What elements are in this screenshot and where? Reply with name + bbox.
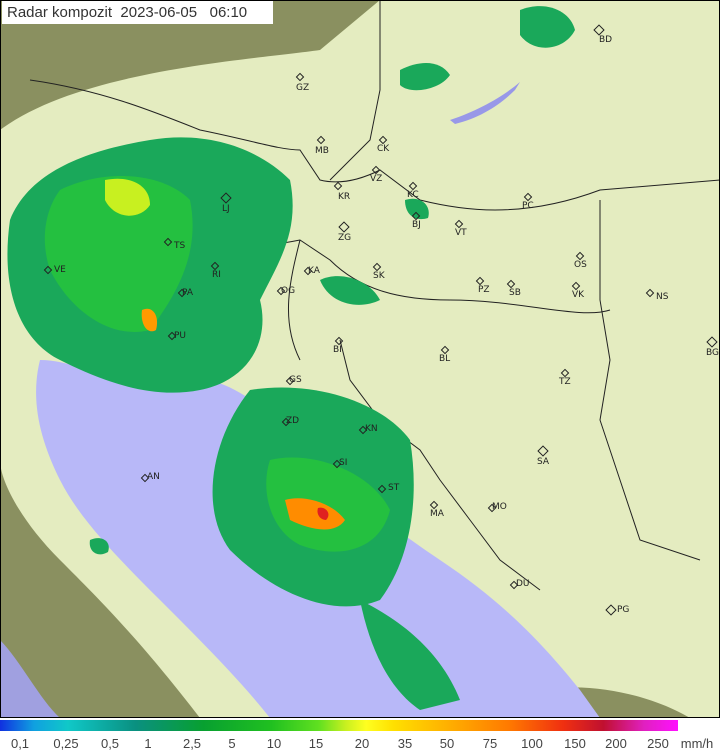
city-label: KC: [407, 190, 419, 200]
city-label: ZD: [286, 416, 300, 426]
legend-unit: mm/h: [680, 736, 714, 751]
city-label: SK: [373, 271, 385, 281]
city-label: MO: [492, 502, 507, 512]
city-label: RI: [212, 270, 221, 280]
city-label: BD: [599, 35, 613, 45]
city-label: KA: [308, 266, 320, 276]
legend-tick-label: 35: [397, 736, 413, 751]
legend-tick-label: 75: [482, 736, 498, 751]
legend-tick-label: 50: [439, 736, 455, 751]
city-label: BJ: [412, 220, 421, 230]
legend-tick-label: 100: [521, 736, 543, 751]
city-label: VE: [54, 265, 66, 275]
city-label: PA: [182, 288, 194, 298]
city-label: DU: [516, 579, 530, 589]
city-label: SI: [339, 458, 348, 468]
legend-tick-label: 2,5: [182, 736, 202, 751]
city-label: MA: [430, 509, 444, 519]
city-label: MB: [315, 146, 329, 156]
city-label: SB: [509, 288, 521, 298]
city-label: PU: [174, 331, 187, 341]
legend-tick-label: 150: [564, 736, 586, 751]
legend-tick-label: 10: [266, 736, 282, 751]
city-label: TS: [174, 241, 186, 251]
legend-tick-label: 1: [144, 736, 152, 751]
city-label: BI: [333, 345, 342, 355]
legend-tick-label: 0,25: [53, 736, 79, 751]
radar-map[interactable]: [0, 0, 720, 718]
city-label: LJ: [222, 204, 230, 214]
lake-balaton: [450, 82, 520, 124]
city-label: PG: [617, 605, 630, 615]
sea-bottom-left: [0, 640, 60, 718]
city-label: CK: [377, 144, 390, 154]
city-label: KR: [338, 192, 351, 202]
city-label: KN: [365, 424, 378, 434]
city-label: VZ: [370, 174, 383, 184]
city-label: PZ: [478, 285, 490, 295]
city-label: ST: [388, 483, 400, 493]
legend-tick-label: 20: [354, 736, 370, 751]
map-title: Radar kompozit 2023-06-05 06:10: [2, 1, 273, 24]
city-label: VT: [455, 228, 467, 238]
city-label: BL: [439, 354, 451, 364]
city-label: ZG: [338, 233, 352, 243]
legend-tick-label: 0,5: [100, 736, 120, 751]
city-label: BG: [706, 348, 719, 358]
city-label: TZ: [559, 377, 571, 387]
precipitation-echoes: [7, 6, 575, 710]
city-label: GZ: [296, 83, 310, 93]
city-label: SA: [537, 457, 550, 467]
legend-tick-label: 250: [647, 736, 669, 751]
legend-tick-label: 15: [308, 736, 324, 751]
city-label: VK: [572, 290, 585, 300]
city-label: PC: [522, 201, 534, 211]
city-label: OG: [281, 286, 296, 296]
precipitation-color-scale: [0, 720, 678, 731]
legend-tick-label: 200: [605, 736, 627, 751]
legend-tick-label: 5: [228, 736, 236, 751]
city-label: GS: [289, 375, 302, 385]
city-label: OS: [574, 260, 587, 270]
legend-tick-label: 0,1: [10, 736, 30, 751]
city-label: AN: [147, 472, 160, 482]
city-label: NS: [656, 292, 669, 302]
